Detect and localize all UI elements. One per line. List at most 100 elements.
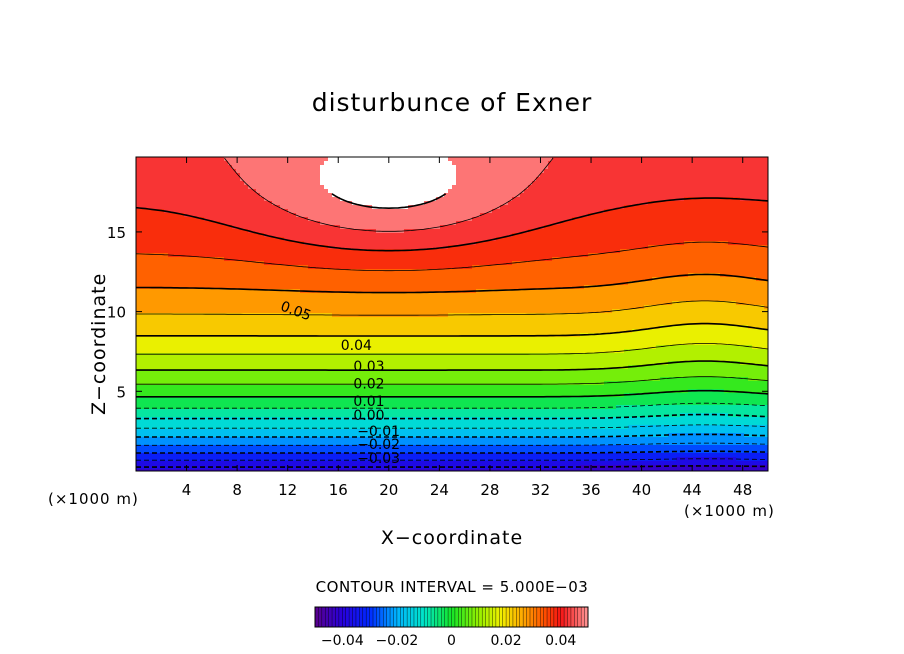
field-cell: [384, 265, 389, 270]
field-cell: [668, 229, 673, 234]
field-cell: [724, 157, 729, 162]
field-cell: [484, 273, 489, 278]
field-cell: [624, 197, 629, 202]
field-cell: [532, 181, 537, 186]
field-cell: [756, 229, 761, 234]
field-cell: [752, 181, 757, 186]
field-cell: [280, 185, 285, 190]
field-cell: [216, 217, 221, 222]
field-cell: [596, 241, 601, 246]
field-cell: [184, 205, 189, 210]
field-cell: [620, 257, 625, 262]
field-cell: [236, 177, 241, 182]
field-cell: [552, 273, 557, 278]
field-cell: [280, 253, 285, 258]
field-cell: [672, 161, 677, 166]
field-cell: [188, 217, 193, 222]
field-cell: [404, 213, 409, 218]
field-cell: [604, 193, 609, 198]
field-cell: [152, 245, 157, 250]
field-cell: [680, 181, 685, 186]
field-cell: [284, 161, 289, 166]
field-cell: [548, 249, 553, 254]
field-cell: [400, 253, 405, 258]
field-cell: [472, 177, 477, 182]
field-cell: [280, 273, 285, 278]
field-cell: [556, 261, 561, 266]
field-cell: [624, 193, 629, 198]
field-cell: [540, 173, 545, 178]
field-cell: [140, 205, 145, 210]
field-cell: [240, 209, 245, 214]
field-cell: [600, 257, 605, 262]
field-cell: [176, 185, 181, 190]
field-cell: [744, 189, 749, 194]
field-cell: [512, 217, 517, 222]
field-cell: [284, 193, 289, 198]
field-cell: [760, 209, 765, 214]
field-cell: [336, 201, 341, 206]
field-cell: [408, 241, 413, 246]
field-cell: [324, 201, 329, 206]
field-cell: [460, 257, 465, 262]
field-cell: [348, 161, 353, 166]
field-cell: [360, 209, 365, 214]
field-cell: [572, 169, 577, 174]
field-cell: [300, 181, 305, 186]
field-cell: [576, 221, 581, 226]
field-cell: [712, 249, 717, 254]
field-cell: [204, 201, 209, 206]
field-cell: [184, 269, 189, 274]
field-cell: [540, 229, 545, 234]
field-cell: [596, 273, 601, 278]
field-cell: [636, 161, 641, 166]
field-cell: [336, 229, 341, 234]
field-cell: [392, 277, 397, 282]
field-cell: [512, 201, 517, 206]
field-cell: [232, 237, 237, 242]
field-cell: [572, 261, 577, 266]
field-cell: [468, 157, 473, 162]
field-cell: [660, 233, 665, 238]
field-cell: [368, 197, 373, 202]
field-cell: [160, 253, 165, 258]
field-cell: [376, 197, 381, 202]
field-cell: [248, 261, 253, 266]
field-cell: [632, 181, 637, 186]
field-cell: [604, 225, 609, 230]
field-cell: [528, 245, 533, 250]
field-cell: [184, 265, 189, 270]
field-cell: [484, 245, 489, 250]
field-cell: [496, 273, 501, 278]
field-cell: [456, 165, 461, 170]
field-cell: [584, 249, 589, 254]
field-cell: [272, 261, 277, 266]
field-cell: [472, 257, 477, 262]
field-cell: [532, 229, 537, 234]
field-cell: [592, 217, 597, 222]
field-cell: [196, 169, 201, 174]
field-cell: [616, 273, 621, 278]
field-cell: [356, 249, 361, 254]
field-cell: [504, 269, 509, 274]
field-cell: [712, 177, 717, 182]
field-cell: [596, 205, 601, 210]
field-cell: [724, 233, 729, 238]
field-cell: [552, 249, 557, 254]
field-cell: [136, 253, 141, 258]
field-cell: [652, 169, 657, 174]
field-cell: [428, 197, 433, 202]
field-cell: [644, 177, 649, 182]
field-cell: [264, 225, 269, 230]
field-cell: [240, 253, 245, 258]
field-cell: [552, 201, 557, 206]
field-cell: [612, 161, 617, 166]
field-cell: [228, 213, 233, 218]
field-cell: [392, 265, 397, 270]
field-cell: [384, 241, 389, 246]
field-cell: [388, 269, 393, 274]
field-cell: [444, 265, 449, 270]
field-cell: [468, 169, 473, 174]
field-cell: [252, 157, 257, 162]
field-cell: [372, 249, 377, 254]
